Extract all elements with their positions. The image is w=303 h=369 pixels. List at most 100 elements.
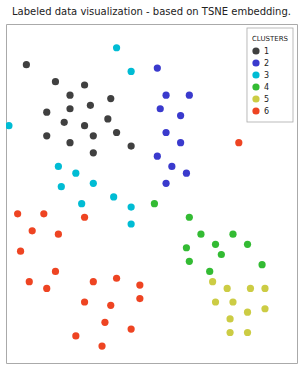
point (226, 315, 233, 322)
series (151, 200, 266, 275)
point (186, 92, 193, 99)
point (55, 163, 62, 170)
point (113, 275, 120, 282)
point (151, 200, 158, 207)
point (183, 244, 190, 251)
point (6, 122, 13, 129)
point (90, 132, 97, 139)
point (136, 281, 143, 288)
legend-marker (252, 83, 259, 90)
point (58, 183, 65, 190)
point (81, 122, 88, 129)
point (128, 68, 135, 75)
point (40, 210, 47, 217)
point (186, 214, 193, 221)
legend-label: 1 (264, 47, 269, 56)
legend-marker (252, 71, 259, 78)
point (183, 170, 190, 177)
point (162, 129, 169, 136)
point (235, 139, 242, 146)
point (168, 163, 175, 170)
point (177, 139, 184, 146)
series (6, 44, 135, 227)
point (244, 329, 251, 336)
axis-line (7, 363, 298, 364)
point (218, 251, 225, 258)
point (162, 92, 169, 99)
point (128, 326, 135, 333)
point (66, 105, 73, 112)
legend-marker (252, 95, 259, 102)
axis-line (297, 25, 298, 364)
point (17, 248, 24, 255)
legend-label: 2 (264, 59, 269, 68)
point (43, 285, 50, 292)
legend-marker (252, 107, 259, 114)
points (6, 44, 269, 350)
x-axis-top (7, 24, 298, 25)
point (261, 285, 268, 292)
point (81, 214, 88, 221)
point (154, 153, 161, 160)
point (212, 241, 219, 248)
point (226, 329, 233, 336)
point (107, 302, 114, 309)
point (90, 278, 97, 285)
point (128, 203, 135, 210)
point (177, 112, 184, 119)
point (52, 78, 59, 85)
legend-label: 4 (264, 83, 269, 92)
legend-title: CLUSTERS (252, 35, 289, 43)
point (81, 81, 88, 88)
point (29, 227, 36, 234)
point (72, 170, 79, 177)
point (101, 319, 108, 326)
point (78, 200, 85, 207)
y-axis-right (297, 25, 298, 364)
point (55, 231, 62, 238)
plot: CLUSTERS123456 (5, 25, 297, 364)
point (72, 332, 79, 339)
point (113, 129, 120, 136)
point (162, 180, 169, 187)
point (104, 115, 111, 122)
point (113, 44, 120, 51)
point (247, 285, 254, 292)
legend-marker (252, 47, 259, 54)
point (98, 342, 105, 349)
point (229, 298, 236, 305)
legend-marker (252, 59, 259, 66)
point (128, 142, 135, 149)
point (107, 95, 114, 102)
legend-label: 6 (264, 107, 269, 116)
point (110, 193, 117, 200)
point (244, 309, 251, 316)
point (136, 295, 143, 302)
point (206, 268, 213, 275)
point (154, 64, 161, 71)
point (43, 132, 50, 139)
x-axis (7, 363, 298, 364)
axis-line (6, 25, 7, 364)
point (258, 261, 265, 268)
point (26, 278, 33, 285)
axis-line (7, 24, 298, 25)
point (61, 119, 68, 126)
point (87, 102, 94, 109)
point (43, 109, 50, 116)
point (261, 305, 268, 312)
point (14, 210, 21, 217)
point (209, 278, 216, 285)
point (197, 231, 204, 238)
point (52, 268, 59, 275)
y-axis (6, 25, 7, 364)
point (81, 298, 88, 305)
series (23, 61, 135, 156)
point (229, 231, 236, 238)
series (209, 278, 269, 336)
legend-frame (247, 28, 293, 122)
point (244, 241, 251, 248)
series (154, 64, 193, 186)
point (128, 220, 135, 227)
legend-label: 3 (264, 71, 269, 80)
